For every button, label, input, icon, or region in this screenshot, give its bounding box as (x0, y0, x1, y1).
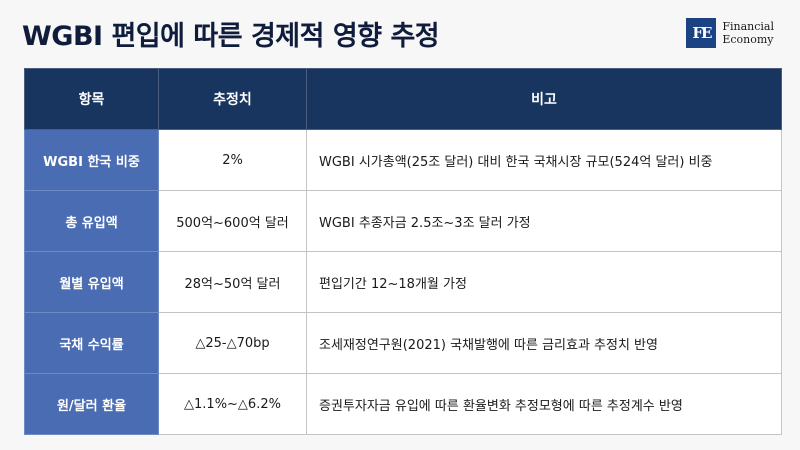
impact-table: 항목 추정치 비고 WGBI 한국 비중 2% WGBI 시가총액(25조 달러… (24, 68, 782, 435)
header-remarks: 비고 (306, 68, 782, 130)
row-estimate: 2% (158, 129, 307, 191)
table-row: 원/달러 환율 △1.1%~△6.2% 증권투자자금 유입에 따른 환율변화 추… (24, 373, 782, 435)
row-remarks: WGBI 추종자금 2.5조~3조 달러 가정 (306, 190, 782, 252)
table-header-row: 항목 추정치 비고 (24, 68, 782, 130)
financial-economy-logo: FE Financial Economy (686, 18, 774, 48)
header-estimate: 추정치 (158, 68, 307, 130)
logo-mark: FE (686, 18, 717, 48)
row-remarks: 조세재정연구원(2021) 국채발행에 따른 금리효과 추정치 반영 (306, 312, 782, 374)
row-estimate: △25-△70bp (158, 312, 307, 374)
row-remarks: 편입기간 12~18개월 가정 (306, 251, 782, 313)
row-item: 총 유입액 (24, 190, 159, 252)
logo-text: Financial Economy (722, 20, 774, 46)
row-estimate: 500억~600억 달러 (158, 190, 307, 252)
row-remarks: 증권투자자금 유입에 따른 환율변화 추정모형에 따른 추정계수 반영 (306, 373, 782, 435)
page-title: WGBI 편입에 따른 경제적 영향 추정 (22, 21, 440, 52)
table-row: 월별 유입액 28억~50억 달러 편입기간 12~18개월 가정 (24, 251, 782, 313)
row-estimate: 28억~50억 달러 (158, 251, 307, 313)
row-item: 국채 수익률 (24, 312, 159, 374)
row-item: WGBI 한국 비중 (24, 129, 159, 191)
logo-text-line2: Economy (722, 33, 774, 46)
table-row: 총 유입액 500억~600억 달러 WGBI 추종자금 2.5조~3조 달러 … (24, 190, 782, 252)
row-item: 월별 유입액 (24, 251, 159, 313)
logo-text-line1: Financial (722, 20, 774, 33)
row-item: 원/달러 환율 (24, 373, 159, 435)
header-item: 항목 (24, 68, 159, 130)
table-row: WGBI 한국 비중 2% WGBI 시가총액(25조 달러) 대비 한국 국채… (24, 129, 782, 191)
row-estimate: △1.1%~△6.2% (158, 373, 307, 435)
table-row: 국채 수익률 △25-△70bp 조세재정연구원(2021) 국채발행에 따른 … (24, 312, 782, 374)
row-remarks: WGBI 시가총액(25조 달러) 대비 한국 국채시장 규모(524억 달러)… (306, 129, 782, 191)
